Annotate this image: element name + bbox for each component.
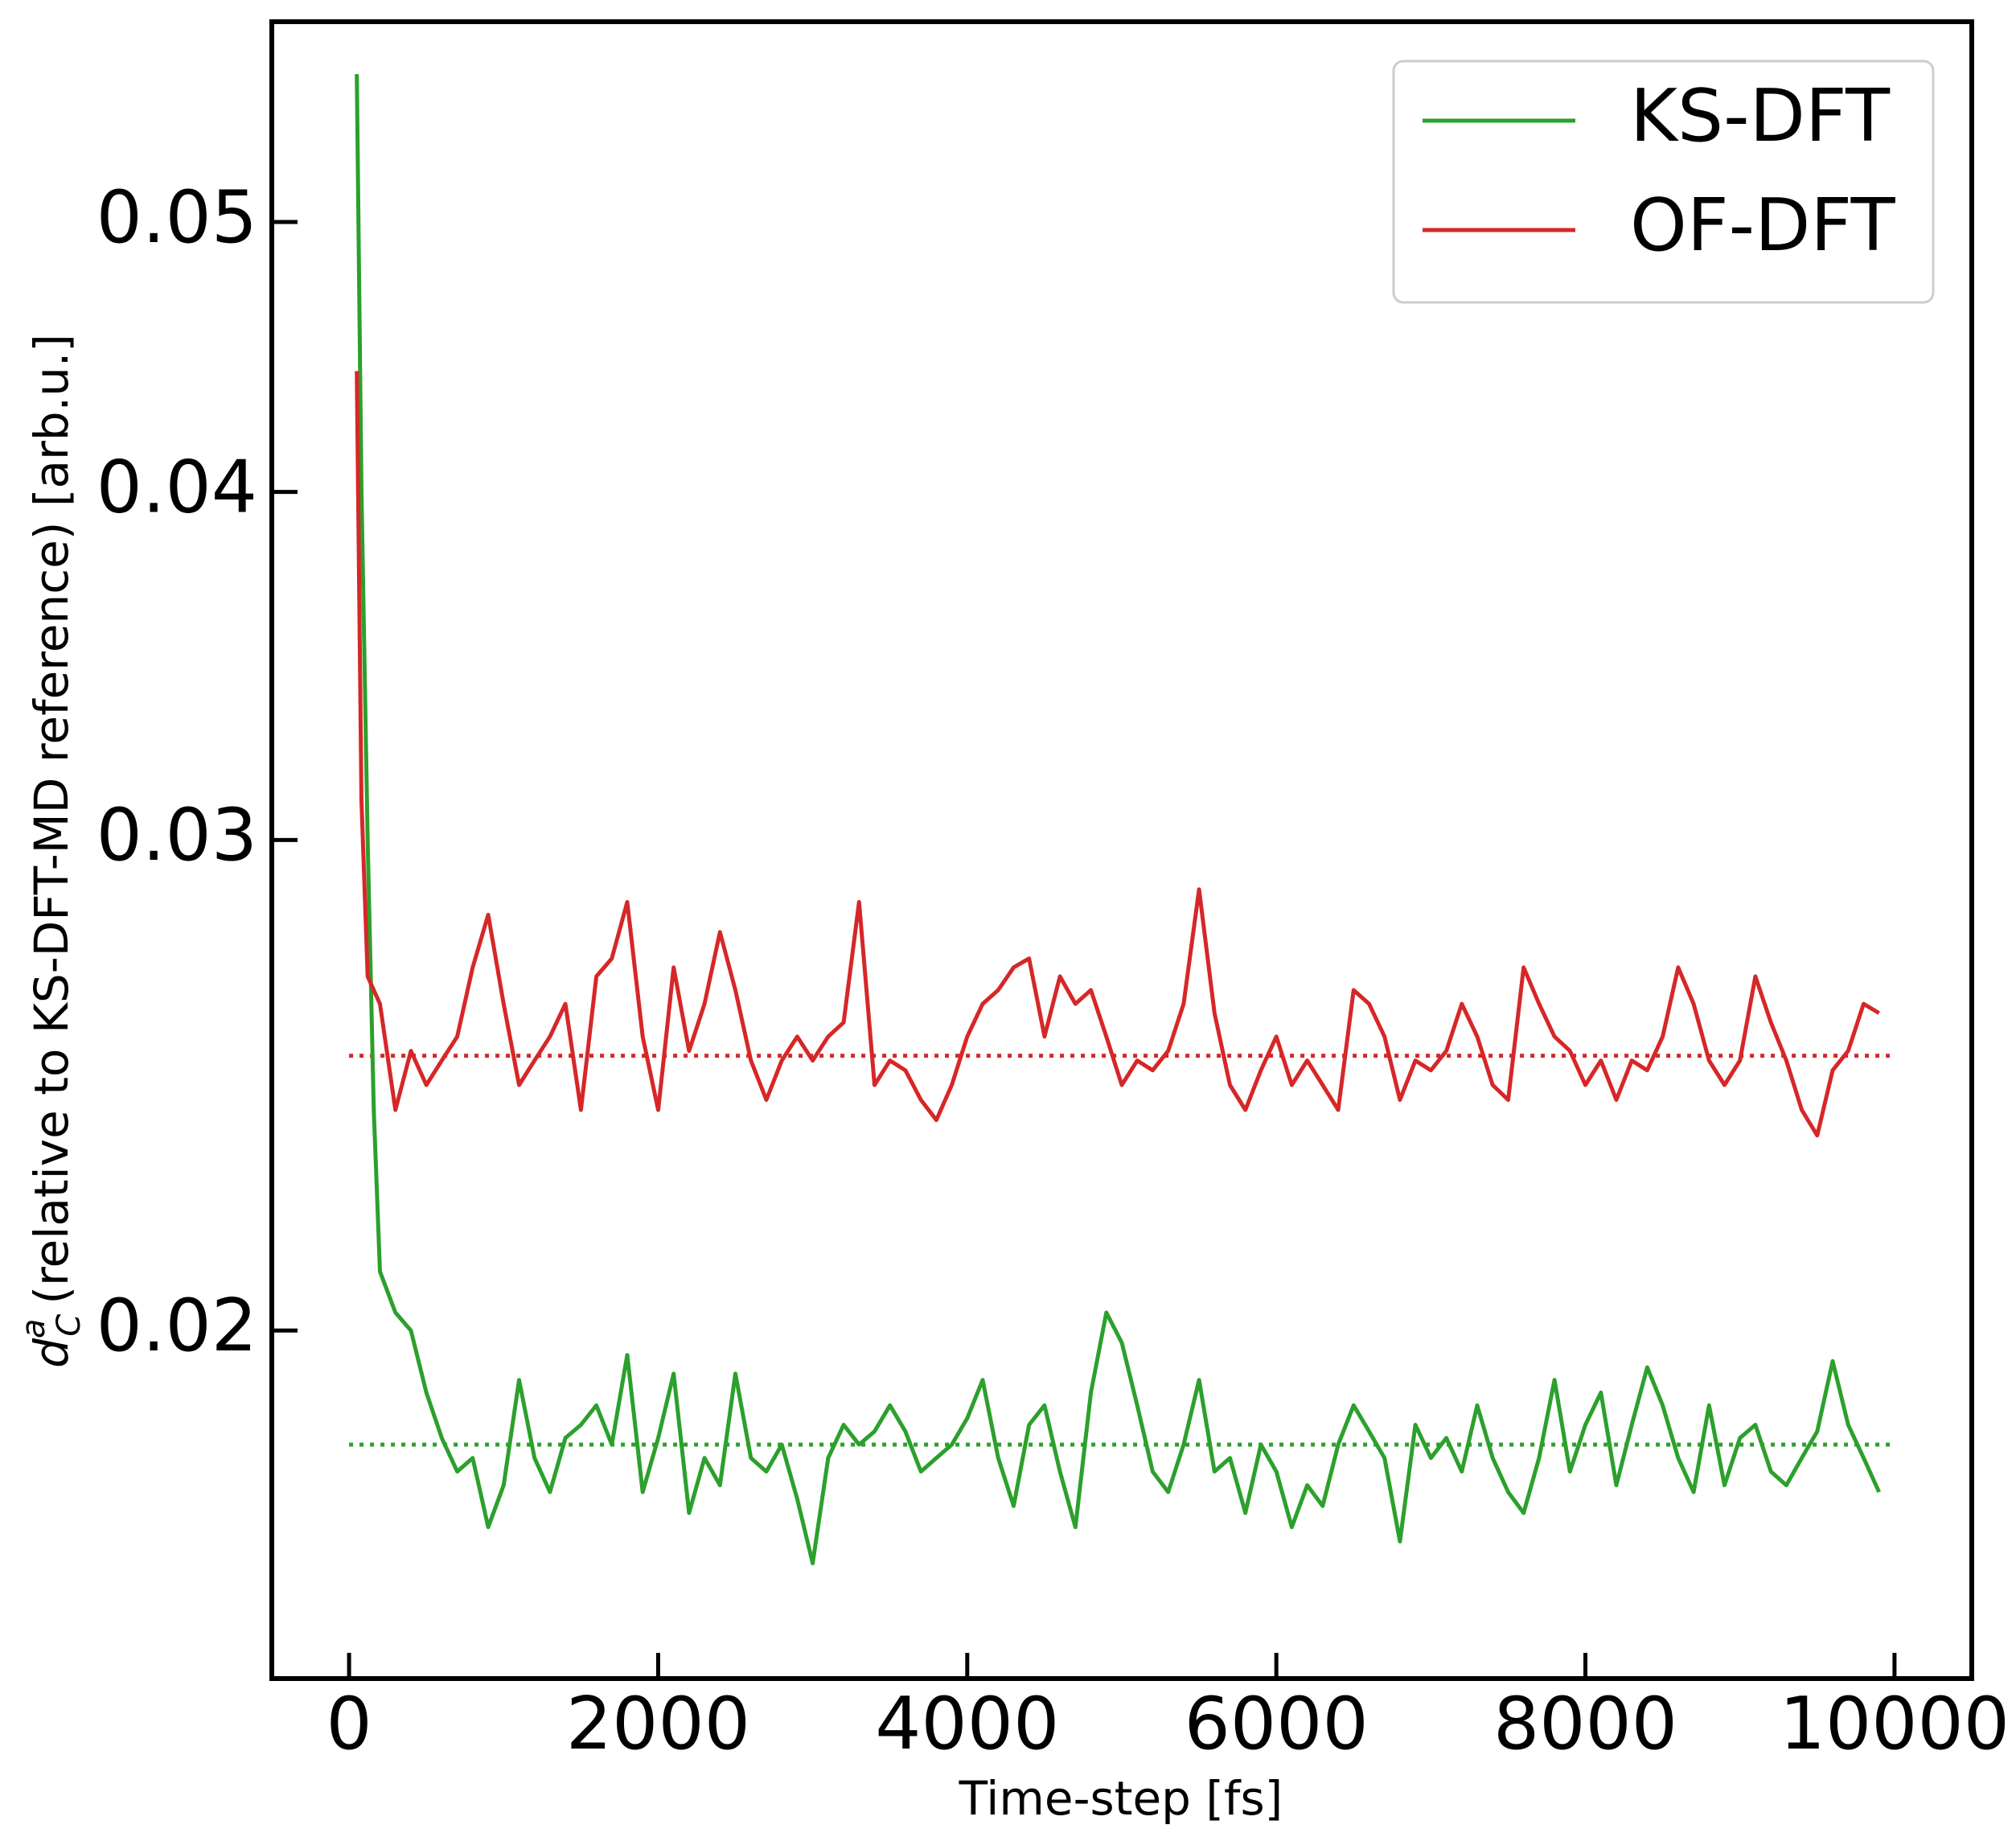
x-tick-label: 2000 — [566, 1682, 750, 1766]
y-tick-label: 0.03 — [96, 793, 257, 877]
y-axis-label: daC (relative to KS-DFT-MD reference) [ar… — [15, 334, 88, 1368]
y-label-superscript: a — [15, 1319, 52, 1339]
x-tick-label: 4000 — [875, 1682, 1059, 1766]
y-label-symbol: d — [24, 1338, 79, 1368]
y-label-subscript: C — [51, 1314, 88, 1337]
legend-label: OF-DFT — [1630, 183, 1896, 268]
legend-label: KS-DFT — [1630, 74, 1891, 158]
data-line — [355, 74, 1881, 1566]
x-tick-label: 0 — [326, 1682, 372, 1766]
y-tick-label: 0.02 — [96, 1284, 257, 1368]
data-line — [355, 371, 1880, 1138]
x-tick-label: 8000 — [1493, 1682, 1677, 1766]
x-tick-label: 6000 — [1185, 1682, 1369, 1766]
y-tick-label: 0.04 — [96, 446, 257, 530]
y-label-text: (relative to KS-DFT-MD reference) [arb.u… — [24, 334, 79, 1305]
plot-frame — [269, 19, 1974, 1681]
x-axis-label: Time-step [fs] — [959, 1771, 1283, 1826]
y-tick-label: 0.05 — [96, 175, 257, 260]
x-tick-label: 10000 — [1780, 1682, 2010, 1766]
